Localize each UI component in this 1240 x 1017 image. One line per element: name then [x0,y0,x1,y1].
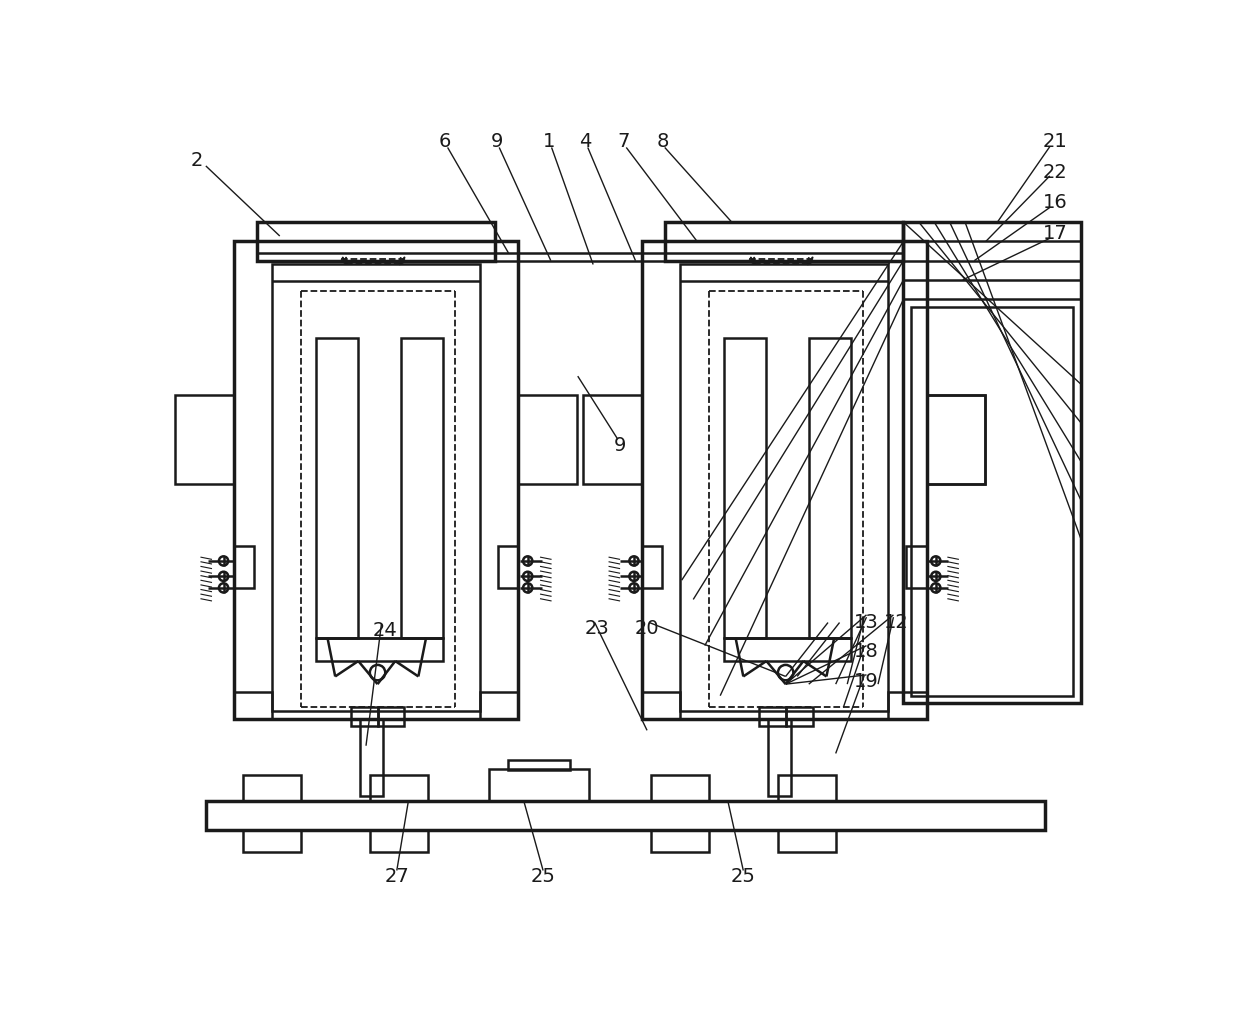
Bar [233,241,518,719]
Text: 27: 27 [384,868,409,886]
Text: 7: 7 [618,132,630,151]
Bar [583,396,641,484]
Bar [777,831,836,852]
Bar [490,769,589,801]
Text: 12: 12 [883,613,908,632]
Bar [724,338,766,638]
Text: 9: 9 [614,436,626,455]
Text: 1: 1 [543,132,556,151]
Bar [272,264,480,711]
Bar [175,396,233,484]
Text: 19: 19 [854,671,879,691]
Text: 8: 8 [656,132,668,151]
Text: 6: 6 [439,132,451,151]
Text: 24: 24 [373,620,398,640]
Bar [768,719,791,795]
Bar [233,545,254,588]
Bar [316,338,358,638]
Bar [360,719,383,795]
Bar [351,707,377,726]
Bar [508,760,570,771]
Bar [681,264,888,711]
Bar [724,638,851,661]
Bar [518,396,577,484]
Text: 17: 17 [1043,224,1068,243]
Bar [233,692,272,719]
Bar [904,222,1080,704]
Bar [665,222,904,260]
Bar [808,338,851,638]
Bar [316,638,443,661]
Bar [641,692,681,719]
Text: 4: 4 [579,132,591,151]
Text: 18: 18 [854,643,879,661]
Bar [641,241,926,719]
Bar [370,831,428,852]
Bar [888,692,926,719]
Text: 9: 9 [491,132,503,151]
Bar [243,831,300,852]
Bar [641,545,662,588]
Text: 13: 13 [854,613,879,632]
Text: 22: 22 [1043,163,1068,182]
Bar [759,707,786,726]
Bar [206,801,1045,831]
Text: 23: 23 [584,619,609,639]
Text: 25: 25 [531,868,556,886]
Bar [480,692,518,719]
Text: 20: 20 [635,619,660,639]
Bar [777,775,836,801]
Bar [370,775,428,801]
Text: 21: 21 [1043,132,1068,151]
Bar [651,775,708,801]
Bar [257,222,495,260]
Bar [926,396,985,484]
Text: 2: 2 [191,152,203,170]
Bar [377,707,404,726]
Text: 16: 16 [1043,193,1068,213]
Bar [926,396,985,484]
Bar [497,545,518,588]
Bar [651,831,708,852]
Bar [905,545,926,588]
Bar [786,707,812,726]
Bar [243,775,300,801]
Bar [911,307,1073,696]
Text: 25: 25 [730,868,755,886]
Bar [401,338,443,638]
